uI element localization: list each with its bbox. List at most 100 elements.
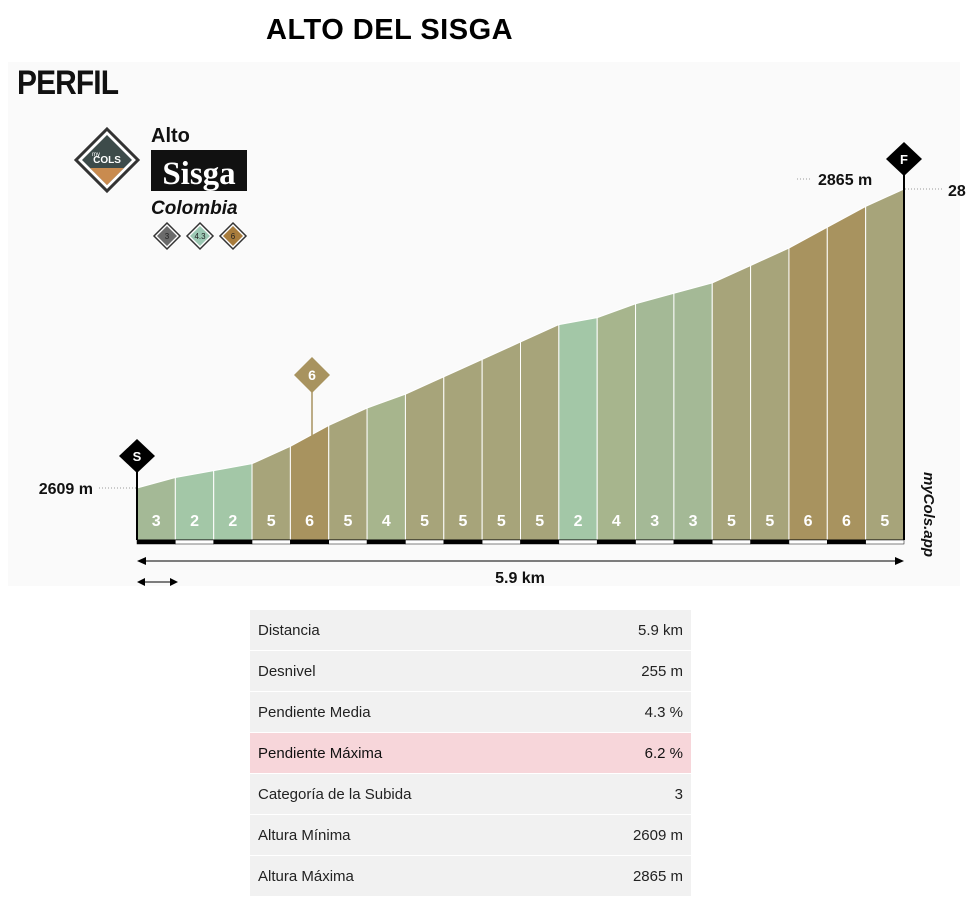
km-tick — [520, 539, 560, 545]
segment-gradient-label: 2 — [190, 513, 199, 530]
segment-gradient-label: 2 — [228, 513, 237, 530]
segment-gradient-label: 6 — [842, 513, 851, 530]
km-tick — [712, 539, 751, 545]
km-ticks — [136, 539, 905, 545]
segment-gradient-label: 5 — [343, 513, 352, 530]
logo-prefix: my — [92, 152, 100, 158]
km-tick — [865, 539, 905, 545]
stats-value: 2609 m — [567, 814, 691, 856]
badge-chip-text: 4.3 — [194, 232, 206, 241]
finish-marker: F — [886, 142, 922, 540]
stats-label: Pendiente Máxima — [250, 732, 568, 774]
gradient-labels: 3 2 2 5 6 5 4 5 5 5 5 2 4 3 3 5 5 6 6 5 — [152, 513, 890, 530]
km-tick — [328, 539, 368, 545]
profile-segment — [673, 282, 713, 541]
badge-chip-text: 3 — [165, 232, 170, 241]
profile-segment — [481, 341, 521, 541]
segment-gradient-label: 3 — [152, 513, 161, 530]
stats-label: Pendiente Media — [250, 691, 568, 733]
section-label: PERFIL — [17, 64, 119, 102]
km-tick — [635, 539, 675, 545]
km-tick — [175, 539, 214, 545]
svg-text:F: F — [900, 152, 908, 167]
segment-gradient-label: 5 — [267, 513, 276, 530]
km-tick — [290, 539, 329, 545]
profile-segment — [558, 317, 598, 541]
badge-chip: 4.3 — [185, 221, 215, 251]
profile-segment — [750, 247, 790, 541]
profile-segment — [136, 476, 176, 541]
mycols-logo: my COLS — [73, 126, 141, 194]
stats-value: 4.3 % — [567, 691, 691, 733]
stats-value: 3 — [567, 773, 691, 815]
climb-badge: my COLS Alto Sisga Colombia 3 4.3 6 — [73, 125, 248, 251]
profile-segment — [711, 264, 752, 541]
profile-segment — [865, 188, 905, 541]
climb-country: Colombia — [151, 198, 238, 219]
profile-segment — [596, 303, 637, 541]
svg-text:6: 6 — [308, 367, 316, 383]
max-altitude-right-label: 28 — [948, 183, 966, 200]
stats-value: 6.2 % — [567, 732, 691, 774]
max-altitude-label: 2865 m — [818, 172, 872, 189]
profile-segment — [635, 292, 675, 541]
badge-chip: 3 — [152, 221, 182, 251]
km-tick — [251, 539, 291, 545]
segment-gradient-label: 6 — [305, 513, 314, 530]
km-tick — [405, 539, 445, 545]
stats-row: Pendiente Máxima 6.2 % — [250, 732, 691, 774]
km-tick — [558, 539, 598, 545]
min-altitude-label: 2609 m — [39, 481, 93, 498]
distance-axis — [137, 557, 904, 565]
segment-gradient-label: 4 — [382, 513, 391, 530]
badge-chips: 3 4.3 6 — [152, 221, 248, 251]
climb-name: Sisga — [162, 156, 235, 192]
km-tick — [481, 539, 521, 545]
stats-value: 255 m — [567, 650, 691, 692]
profile-segment — [788, 226, 828, 541]
scale-arrow — [137, 578, 178, 586]
stats-label: Categoría de la Subida — [250, 773, 568, 815]
segment-gradient-label: 4 — [612, 513, 621, 530]
profile-segment — [520, 323, 560, 541]
km-tick — [827, 539, 866, 545]
segment-gradient-label: 5 — [535, 513, 544, 530]
stats-table: Distancia 5.9 km Desnivel 255 m Pendiente Me… — [250, 610, 691, 897]
km-tick — [366, 539, 406, 545]
km-tick — [443, 539, 483, 545]
km-tick — [136, 539, 176, 545]
stats-value: 5.9 km — [567, 610, 691, 651]
stats-row: Distancia 5.9 km — [250, 610, 691, 651]
stats-row: Categoría de la Subida 3 — [250, 773, 691, 815]
segment-gradient-label: 5 — [727, 513, 736, 530]
stats-row: Desnivel 255 m — [250, 650, 691, 692]
segment-gradient-label: 5 — [420, 513, 429, 530]
stats-row: Altura Máxima 2865 m — [250, 855, 691, 897]
stats-value: 2865 m — [567, 855, 691, 897]
segment-gradient-label: 5 — [497, 513, 506, 530]
start-marker: S — [119, 439, 155, 540]
segment-gradient-label: 5 — [459, 513, 468, 530]
stats-label: Distancia — [250, 610, 568, 651]
badge-chip-text: 6 — [231, 232, 236, 241]
km-tick — [213, 539, 253, 545]
logo-text: COLS — [93, 155, 121, 166]
max-gradient-marker: 6 — [294, 357, 330, 436]
distance-label: 5.9 km — [495, 570, 545, 587]
km-tick — [673, 539, 713, 545]
climb-name-box — [151, 150, 247, 191]
watermark: myCols.app — [920, 472, 937, 557]
segment-gradient-label: 5 — [880, 513, 889, 530]
svg-text:S: S — [133, 449, 142, 464]
stats-label: Altura Mínima — [250, 814, 568, 856]
segment-gradient-label: 2 — [574, 513, 583, 530]
km-tick — [788, 539, 828, 545]
stats-label: Altura Máxima — [250, 855, 568, 897]
segment-gradient-label: 3 — [650, 513, 659, 530]
km-tick — [750, 539, 790, 545]
climb-name-prefix: Alto — [151, 125, 190, 147]
stats-row: Altura Mínima 2609 m — [250, 814, 691, 856]
km-tick — [596, 539, 636, 545]
segment-gradient-label: 6 — [804, 513, 813, 530]
